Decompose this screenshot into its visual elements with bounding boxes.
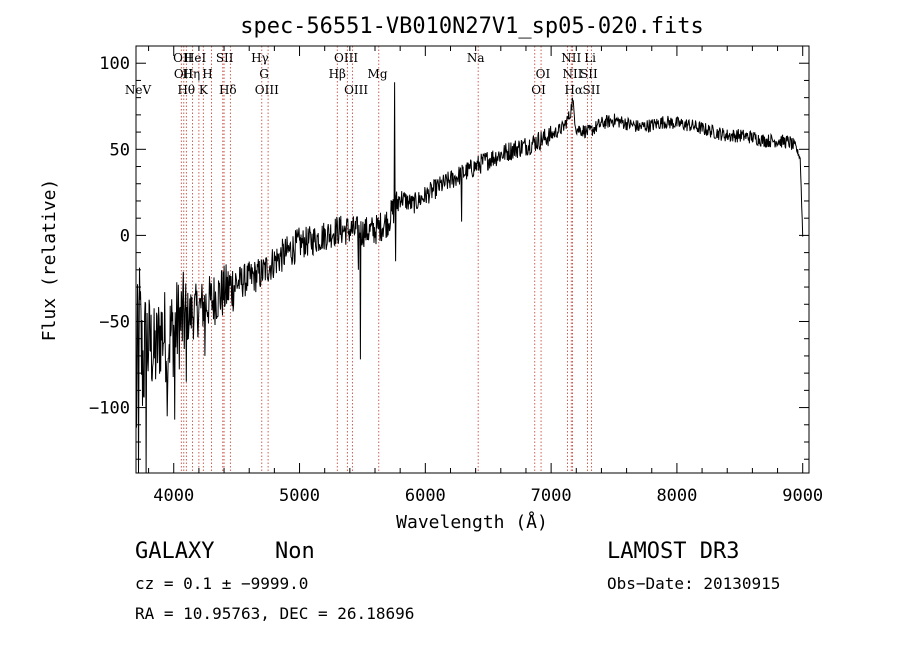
line-label: Hθ xyxy=(177,83,195,97)
y-tick-label: 50 xyxy=(110,140,130,160)
x-axis-ticks: 4000 5000 6000 7000 8000 9000 xyxy=(148,46,823,506)
line-label: OI xyxy=(536,67,551,81)
x-tick-label: 7000 xyxy=(531,486,572,506)
spectrum-line xyxy=(135,82,804,474)
object-class: GALAXY xyxy=(135,539,214,564)
y-tick-label: 0 xyxy=(120,226,130,246)
x-tick-label: 9000 xyxy=(782,486,823,506)
line-label: SII xyxy=(580,67,598,81)
line-label: OII xyxy=(174,67,194,81)
x-tick-label: 8000 xyxy=(656,486,697,506)
y-axis-label: Flux (relative) xyxy=(39,179,60,342)
line-label: HeI xyxy=(184,51,207,65)
coordinates: RA = 10.95763, DEC = 26.18696 xyxy=(135,604,414,623)
line-label: Hη xyxy=(183,67,201,81)
x-tick-label: 6000 xyxy=(405,486,446,506)
emission-line-labels: NeV OII OII Hθ Hη HeI KH SII Hδ Hγ G OIII Hβ OIII OIII… xyxy=(125,51,601,97)
plot-frame xyxy=(135,45,810,474)
line-label: SII xyxy=(216,51,234,65)
line-label: Li xyxy=(584,51,596,65)
y-tick-label: −100 xyxy=(89,399,130,419)
emission-line-markers xyxy=(180,46,592,473)
line-label: Na xyxy=(467,51,485,65)
x-axis-label: Wavelength (Å) xyxy=(396,511,548,533)
line-label: Hα xyxy=(564,83,583,97)
line-label: H xyxy=(202,67,212,81)
line-label: OIII xyxy=(255,83,279,97)
x-tick-label: 5000 xyxy=(279,486,320,506)
line-label: NeV xyxy=(125,83,152,97)
line-label: G xyxy=(259,67,269,81)
y-tick-label: −50 xyxy=(99,312,130,332)
line-label: Hγ xyxy=(251,51,269,65)
line-label: NII xyxy=(561,51,581,65)
survey-name: LAMOST DR3 xyxy=(607,539,739,564)
x-tick-label: 4000 xyxy=(153,486,194,506)
line-label: OIII xyxy=(344,83,368,97)
line-label: Hβ xyxy=(329,67,346,81)
chart-title: spec-56551-VB010N27V1_sp05-020.fits xyxy=(240,14,704,39)
line-label: Hδ xyxy=(219,83,237,97)
line-label: OIII xyxy=(334,51,358,65)
line-label: Mg xyxy=(368,67,388,81)
line-label: OII xyxy=(173,51,193,65)
line-label: K xyxy=(199,83,209,97)
y-tick-label: 100 xyxy=(99,54,130,74)
y-axis-ticks: −100 −50 0 50 100 xyxy=(89,45,809,460)
line-label: OI xyxy=(531,83,546,97)
line-label: SII xyxy=(583,83,601,97)
object-subclass: Non xyxy=(275,539,315,564)
line-label: NII xyxy=(563,67,583,81)
redshift-info: cz = 0.1 ± −9999.0 xyxy=(135,574,308,593)
obs-date: Obs−Date: 20130915 xyxy=(607,574,780,593)
